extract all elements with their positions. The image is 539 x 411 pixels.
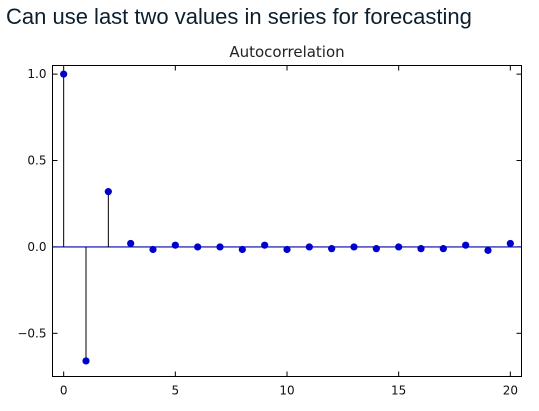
data-point [149,245,157,254]
slide-headline: Can use last two values in series for fo… [6,4,472,29]
data-point [127,239,135,248]
data-point [462,241,470,249]
markers-layer [60,70,514,365]
x-tick-label: 5 [172,384,180,398]
data-point [506,239,514,248]
data-point [261,241,269,249]
y-tick-label: 1.0 [27,67,46,81]
data-point [194,243,202,251]
data-point [395,243,403,251]
chart-title: Autocorrelation [229,43,344,61]
y-tick-label: 0.0 [27,240,46,254]
stems-layer [63,74,511,361]
data-point [82,357,90,365]
data-point [283,245,291,254]
data-point [350,243,358,251]
data-point [439,245,447,253]
y-tick-label: 0.5 [27,154,46,168]
data-point [372,245,380,253]
x-tick-label: 15 [391,384,406,398]
x-tick-label: 0 [60,384,68,398]
data-point [60,70,68,78]
data-point [305,243,313,251]
data-point [238,245,246,254]
data-point [171,241,179,249]
data-point [216,243,224,251]
data-point [104,188,112,196]
data-point [417,245,425,253]
x-tick-label: 10 [279,384,294,398]
data-point [328,245,336,253]
plot-frame [52,65,522,377]
y-tick-label: −0.5 [17,326,46,340]
axis-ticks: 0 5 10 15 20 −0.5 0.0 0.5 1.0 [17,65,522,398]
data-point [484,246,492,254]
x-tick-label: 20 [503,384,518,398]
